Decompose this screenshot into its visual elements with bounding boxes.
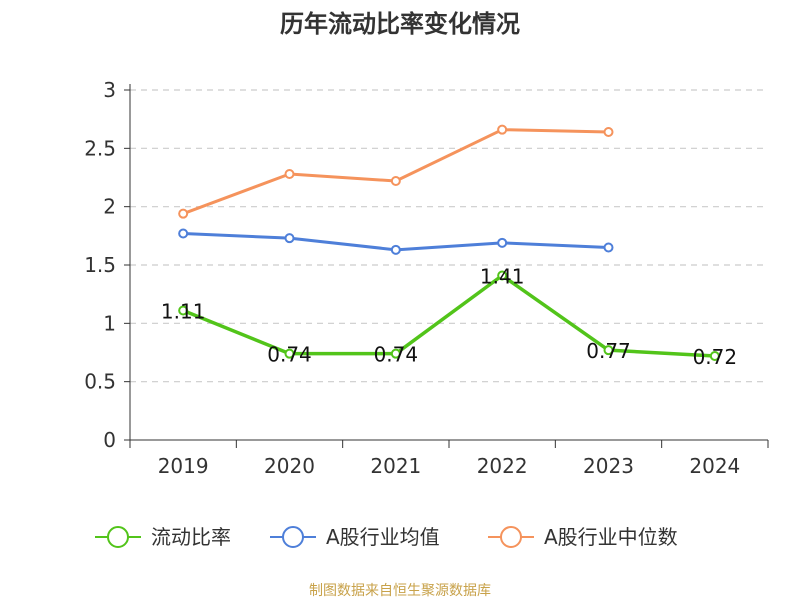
x-tick-label: 2020 (264, 454, 315, 478)
legend: 流动比率 A股行业均值 A股行业中位数 (95, 525, 678, 549)
data-point (178, 208, 189, 219)
grid-lines (130, 89, 768, 383)
data-label: 1.41 (480, 265, 525, 289)
data-point (603, 242, 614, 253)
source-note: 制图数据来自恒生聚源数据库 (309, 583, 491, 599)
data-labels: 1.11 0.74 0.74 1.41 0.77 0.72 (161, 265, 737, 370)
legend-marker (282, 526, 304, 548)
data-label: 0.74 (267, 343, 312, 367)
data-label: 0.77 (586, 339, 631, 363)
x-tick-label: 2024 (689, 454, 740, 478)
data-point (497, 124, 508, 135)
data-point (709, 351, 720, 361)
y-tick-label: 3 (103, 78, 116, 102)
data-point (497, 270, 508, 281)
data-label: 0.74 (374, 343, 419, 367)
chart-title: 历年流动比率变化情况 (280, 10, 520, 38)
axes: 0 0.5 1 1.5 2 2.5 3 2019 2020 2021 2022 2023 2024 (84, 78, 769, 478)
series-line (182, 128, 609, 216)
y-tick-label: 1.5 (84, 253, 116, 277)
x-tick-label: 2019 (158, 454, 209, 478)
data-point (178, 228, 189, 239)
data-point (284, 169, 295, 179)
data-point (603, 345, 614, 356)
data-point (497, 237, 508, 248)
x-tick-label: 2023 (583, 454, 634, 478)
data-point (390, 244, 401, 255)
series-line (182, 273, 715, 358)
data-label: 0.72 (693, 345, 738, 369)
data-point (390, 348, 401, 359)
x-tick-label: 2021 (370, 454, 421, 478)
y-tick-label: 2 (103, 195, 116, 219)
x-tick-label: 2022 (477, 454, 528, 478)
legend-label: A股行业中位数 (544, 525, 678, 549)
legend-label: A股行业均值 (326, 525, 440, 549)
y-tick-label: 1 (103, 311, 116, 335)
legend-label: 流动比率 (151, 525, 231, 549)
data-point (284, 233, 295, 244)
y-tick-label: 0 (103, 428, 116, 452)
y-tick-label: 0.5 (84, 370, 116, 394)
data-point (390, 176, 401, 186)
legend-marker (500, 526, 522, 548)
legend-marker (107, 526, 129, 548)
data-point (284, 348, 295, 359)
series-lines (178, 124, 720, 361)
data-label: 1.11 (161, 300, 206, 324)
data-point (603, 127, 614, 137)
data-point (178, 305, 189, 316)
y-tick-label: 2.5 (84, 136, 116, 160)
